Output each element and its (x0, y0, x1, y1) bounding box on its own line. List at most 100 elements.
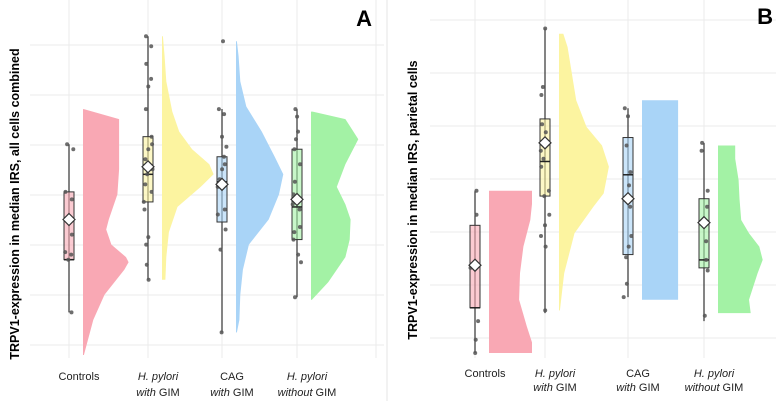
density-cloud (162, 36, 214, 280)
data-point (628, 170, 633, 175)
density-cloud (559, 33, 609, 311)
panel-a-y-axis-label: TRPV1-expression in median IRS, all cell… (8, 48, 22, 359)
data-point (295, 114, 300, 119)
data-point (704, 257, 709, 262)
data-point (292, 147, 297, 152)
data-point (705, 188, 710, 193)
data-point (146, 277, 151, 282)
data-point (624, 255, 629, 260)
x-tick-label-line2: without GIM (278, 387, 337, 399)
x-tick-label: CAG (626, 368, 650, 380)
data-point (292, 179, 297, 184)
data-point (705, 204, 710, 209)
data-point (297, 207, 302, 212)
data-point (700, 140, 705, 145)
data-point (149, 134, 154, 139)
density-cloud (489, 190, 532, 353)
mean-marker (141, 159, 155, 174)
data-point (543, 130, 548, 135)
data-point (290, 202, 295, 207)
density-cloud (236, 41, 284, 333)
data-point (69, 197, 74, 202)
data-point (473, 351, 478, 355)
data-point (216, 107, 221, 112)
data-point (293, 295, 297, 300)
data-point (144, 61, 149, 66)
data-point (540, 122, 545, 127)
data-point (298, 162, 302, 167)
data-point (221, 39, 225, 44)
mean-marker (621, 191, 635, 206)
data-point (299, 260, 303, 265)
x-tick-label: H. pylori (535, 368, 576, 380)
data-point (542, 194, 547, 199)
mean-marker (215, 177, 229, 192)
panel-b-y-axis-label: TRPV1-expression in median IRS, parietal… (406, 60, 420, 339)
data-point (149, 76, 154, 81)
data-point (66, 257, 71, 262)
data-point (621, 295, 626, 300)
data-point (547, 212, 552, 217)
x-tick-label: H. pylori (287, 371, 328, 383)
data-point (219, 330, 224, 335)
mean-marker (290, 192, 304, 207)
data-point (538, 148, 543, 153)
data-point (144, 34, 148, 39)
data-point (543, 308, 548, 313)
data-point (541, 156, 546, 161)
data-point (220, 167, 225, 172)
data-point (65, 142, 70, 147)
data-point (69, 310, 74, 315)
data-point (539, 164, 544, 169)
data-point (143, 107, 148, 112)
panel-b-clouds (489, 33, 763, 353)
data-point (146, 84, 151, 89)
data-point (294, 137, 298, 142)
data-point (543, 26, 548, 31)
data-point (296, 252, 301, 257)
data-point (222, 154, 226, 159)
density-cloud (83, 109, 129, 356)
data-point (473, 337, 478, 342)
data-point (699, 148, 704, 153)
x-tick-label: H. pylori (138, 371, 179, 383)
data-point (624, 281, 629, 286)
density-cloud (642, 100, 679, 300)
data-point (539, 234, 543, 238)
data-point (296, 129, 300, 134)
panel-a-clouds (83, 36, 359, 356)
data-point (291, 237, 296, 242)
data-point (476, 319, 481, 324)
data-point (474, 212, 479, 217)
data-point (292, 230, 297, 235)
panel-a-x-tick-labels: Controls H. pylori with GIM CAG with GIM H. p… (59, 371, 337, 399)
data-point (540, 85, 545, 89)
data-point (546, 188, 551, 193)
mean-marker (62, 212, 76, 227)
data-point (626, 244, 631, 249)
data-point (628, 204, 633, 209)
panel-a: Controls H. pylori with GIM CAG with GIM H. p… (8, 0, 388, 401)
density-cloud (718, 145, 763, 314)
data-point (142, 207, 147, 212)
panel-a-letter: A (356, 6, 372, 31)
x-tick-label: Controls (465, 368, 506, 380)
data-point (704, 239, 709, 244)
data-point (222, 162, 227, 167)
data-point (629, 234, 634, 238)
data-point (702, 313, 707, 318)
data-point (626, 114, 630, 119)
data-point (222, 207, 227, 212)
mean-marker (538, 136, 552, 150)
x-tick-label-line2: with GIM (210, 387, 253, 399)
panel-b-x-tick-labels: Controls H. pylori with GIM CAG with GIM H. p… (465, 368, 744, 394)
mean-marker (697, 215, 711, 230)
box (698, 198, 710, 269)
data-point (146, 147, 151, 152)
x-tick-label-line2: with GIM (533, 382, 576, 394)
data-point (215, 212, 220, 217)
data-point (622, 106, 627, 111)
data-point (222, 112, 227, 117)
x-tick-label-line2: with GIM (616, 382, 659, 394)
